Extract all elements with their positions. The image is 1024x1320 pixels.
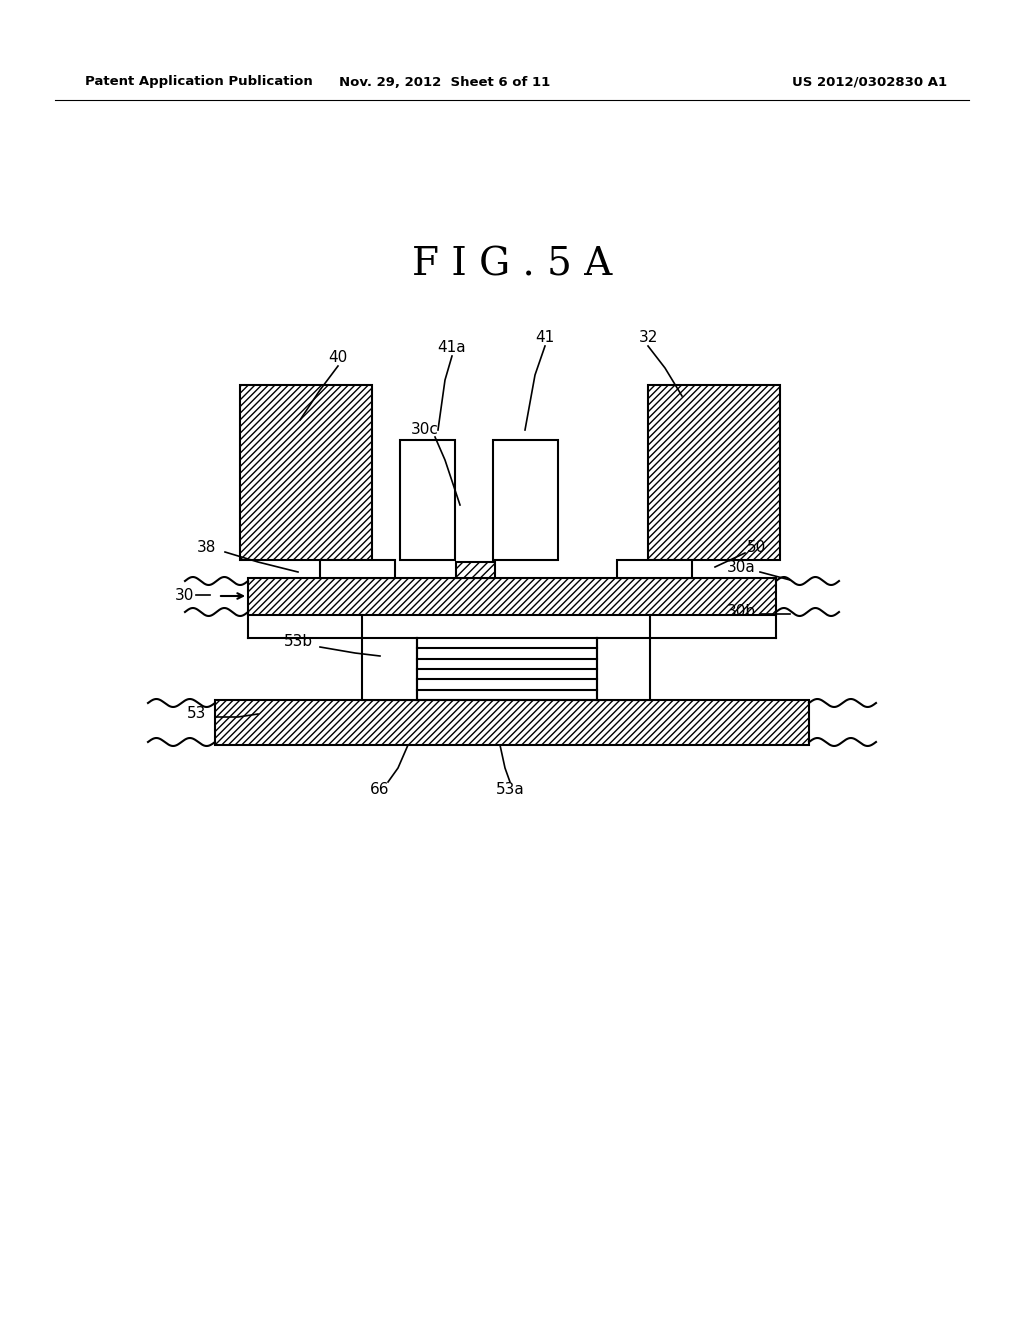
Text: 30a: 30a — [727, 561, 756, 576]
Bar — [400, 440, 455, 560]
Text: 66: 66 — [371, 783, 390, 797]
Text: 40: 40 — [329, 351, 347, 366]
Text: Nov. 29, 2012  Sheet 6 of 11: Nov. 29, 2012 Sheet 6 of 11 — [339, 75, 551, 88]
Text: 38: 38 — [198, 540, 217, 556]
Text: 53: 53 — [187, 706, 207, 722]
Bar — [248, 578, 776, 615]
Text: 32: 32 — [638, 330, 657, 346]
Text: 41a: 41a — [437, 341, 466, 355]
Text: 30b: 30b — [727, 605, 756, 619]
Text: 53b: 53b — [284, 635, 312, 649]
Bar — [240, 385, 372, 560]
Text: F I G . 5 A: F I G . 5 A — [412, 247, 612, 284]
Bar — [617, 560, 692, 578]
Bar — [456, 562, 495, 578]
Bar — [319, 560, 395, 578]
Bar — [215, 700, 809, 744]
Bar — [493, 440, 558, 560]
Bar — [362, 638, 417, 700]
Bar — [248, 578, 776, 615]
Bar — [648, 385, 780, 560]
Bar — [456, 562, 495, 578]
Bar — [597, 638, 650, 700]
Bar — [240, 385, 372, 560]
Text: 50: 50 — [746, 540, 766, 554]
Text: 41: 41 — [536, 330, 555, 346]
Text: 30: 30 — [175, 587, 195, 602]
Text: US 2012/0302830 A1: US 2012/0302830 A1 — [793, 75, 947, 88]
Text: 30c: 30c — [411, 422, 439, 437]
Bar — [215, 700, 809, 744]
Text: 53a: 53a — [496, 783, 524, 797]
Text: Patent Application Publication: Patent Application Publication — [85, 75, 312, 88]
Bar — [648, 385, 780, 560]
